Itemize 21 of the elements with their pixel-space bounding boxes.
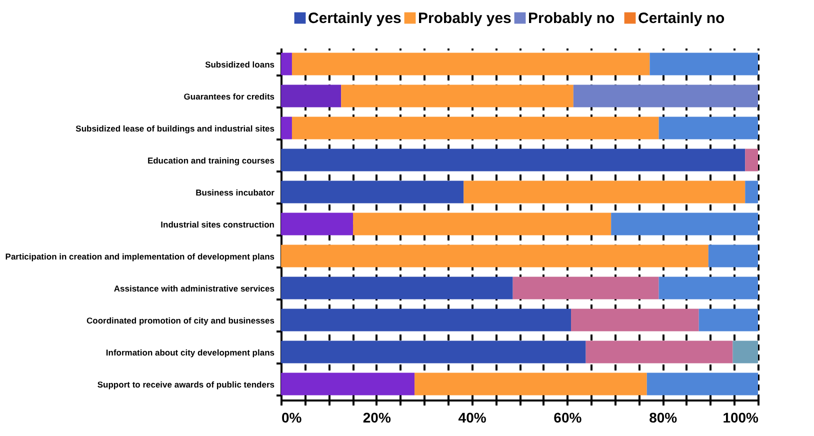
y-tick-label: Assistance with administrative services	[114, 284, 275, 294]
y-tick-label: Participation in creation and implementation of development plans	[5, 252, 275, 262]
y-tick-label: Information about city development plans	[106, 348, 275, 358]
y-tick-label: Coordinated promotion of city and businesses	[86, 316, 275, 326]
y-tick-label: Education and training courses	[147, 156, 275, 166]
x-tick-label: 60%	[554, 410, 582, 426]
legend-label: Certainly yes	[308, 10, 402, 27]
legend-label: Probably yes	[418, 10, 512, 27]
x-tick-label: 0%	[282, 410, 302, 426]
y-tick-label: Guarantees for credits	[184, 92, 275, 102]
y-tick-label: Subsidized lease of buildings and industrial sites	[76, 124, 275, 134]
y-tick-label: Support to receive awards of public tenders	[97, 380, 275, 390]
legend-label: Certainly no	[638, 10, 725, 27]
y-tick-label: Business incubator	[196, 188, 276, 198]
x-tick-label: 80%	[649, 410, 678, 426]
y-tick-label: Subsidized loans	[205, 60, 275, 70]
y-tick-label: Industrial sites construction	[160, 220, 274, 230]
x-tick-label: 100%	[722, 410, 760, 426]
x-tick-label: 20%	[362, 410, 392, 426]
legend-label: Probably no	[528, 10, 615, 27]
x-tick-label: 40%	[458, 410, 487, 426]
